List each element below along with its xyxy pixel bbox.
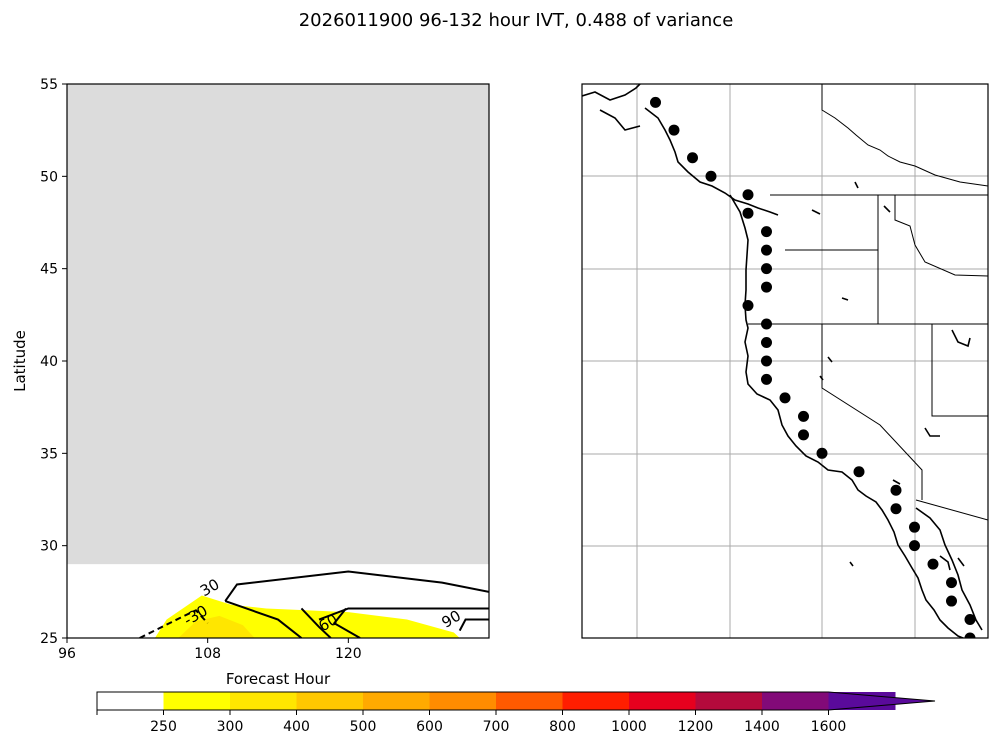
station-marker (927, 558, 939, 570)
station-marker (761, 281, 772, 293)
contour-line-0 (224, 570, 489, 602)
station-marker (705, 170, 717, 182)
station-marker (909, 521, 920, 533)
station-marker (761, 244, 772, 256)
station-marker (798, 429, 809, 441)
y-axis-label: Latitude (11, 330, 29, 392)
station-marker (742, 300, 754, 312)
contour-line-1 (139, 609, 209, 638)
station-marker (946, 595, 957, 607)
y-tick-label: 40 (40, 354, 58, 370)
y-tick-label: 35 (40, 446, 58, 462)
y-tick-label: 50 (40, 169, 58, 185)
station-marker (761, 336, 772, 348)
contour-line-2 (224, 600, 303, 638)
colorbar-tick-label: 1400 (744, 719, 780, 735)
station-marker (687, 152, 698, 164)
station-marker (668, 124, 680, 136)
y-tick-label: 25 (40, 631, 58, 647)
station-marker (761, 226, 772, 238)
colorbar-tick-label: 1600 (811, 719, 847, 735)
station-marker (798, 410, 809, 422)
colorbar-segment (562, 692, 630, 710)
station-marker (761, 318, 772, 330)
station-marker (964, 614, 976, 626)
colorbar-tick-label: 1200 (678, 719, 714, 735)
contour-line-6 (458, 618, 489, 632)
colorbar-tick-label: 600 (416, 719, 443, 735)
colorbar-outline (96, 691, 936, 711)
colorbar-segment (429, 692, 497, 710)
station-marker (742, 207, 754, 219)
ivt-filled-region-1 (178, 615, 255, 638)
colorbar-segment (762, 692, 829, 710)
map-panel (581, 83, 989, 639)
station-marker (853, 466, 865, 478)
station-marker (779, 392, 791, 404)
station-marker (816, 447, 828, 459)
colorbar-segment (363, 692, 430, 710)
station-marker (890, 484, 902, 496)
masked-region (67, 84, 489, 565)
colorbar-tick-label: 250 (150, 719, 177, 735)
contour-line-3 (300, 607, 332, 638)
colorbar-segment (496, 692, 563, 710)
colorbar-segment (230, 692, 297, 710)
map-gridlines (582, 84, 988, 638)
contour-line-5 (318, 607, 489, 621)
station-marker (761, 263, 772, 275)
colorbar-tick-label: 300 (217, 719, 244, 735)
colorbar-segment (97, 692, 164, 710)
station-marker (650, 96, 661, 108)
figure-title: 2026011900 96-132 hour IVT, 0.488 of var… (299, 10, 734, 31)
coastline (582, 84, 983, 638)
station-marker (761, 373, 772, 385)
colorbar-segment (629, 692, 696, 710)
station-marker (909, 540, 920, 552)
station-marker (761, 355, 772, 367)
x-tick-label: 96 (58, 646, 76, 662)
x-tick-label: 120 (335, 646, 362, 662)
colorbar-tick-label: 1000 (611, 719, 647, 735)
y-tick-label: 45 (40, 262, 58, 278)
station-marker (890, 503, 902, 515)
colorbar (96, 691, 936, 711)
colorbar-tick-label: 800 (549, 719, 576, 735)
colorbar-tick-label: 700 (483, 719, 510, 735)
contour-line-4 (332, 607, 361, 638)
station-marker (946, 577, 957, 589)
y-tick-label: 30 (40, 539, 58, 555)
station-marker (742, 189, 754, 201)
state-borders (748, 84, 988, 521)
map-frame (581, 83, 989, 639)
x-tick-label: 108 (194, 646, 221, 662)
colorbar-segment (296, 692, 364, 710)
y-tick-label: 55 (40, 77, 58, 93)
colorbar-segment (695, 692, 763, 710)
colorbar-extend-arrow (828, 692, 935, 710)
station-marker (964, 632, 976, 638)
colorbar-tick-label: 500 (350, 719, 377, 735)
colorbar-segment (163, 692, 231, 710)
x-axis-label: Forecast Hour (226, 670, 331, 688)
colorbar-tick-label: 400 (283, 719, 310, 735)
